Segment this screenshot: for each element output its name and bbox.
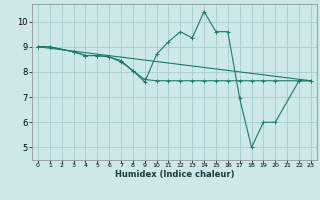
X-axis label: Humidex (Indice chaleur): Humidex (Indice chaleur) — [115, 170, 234, 179]
